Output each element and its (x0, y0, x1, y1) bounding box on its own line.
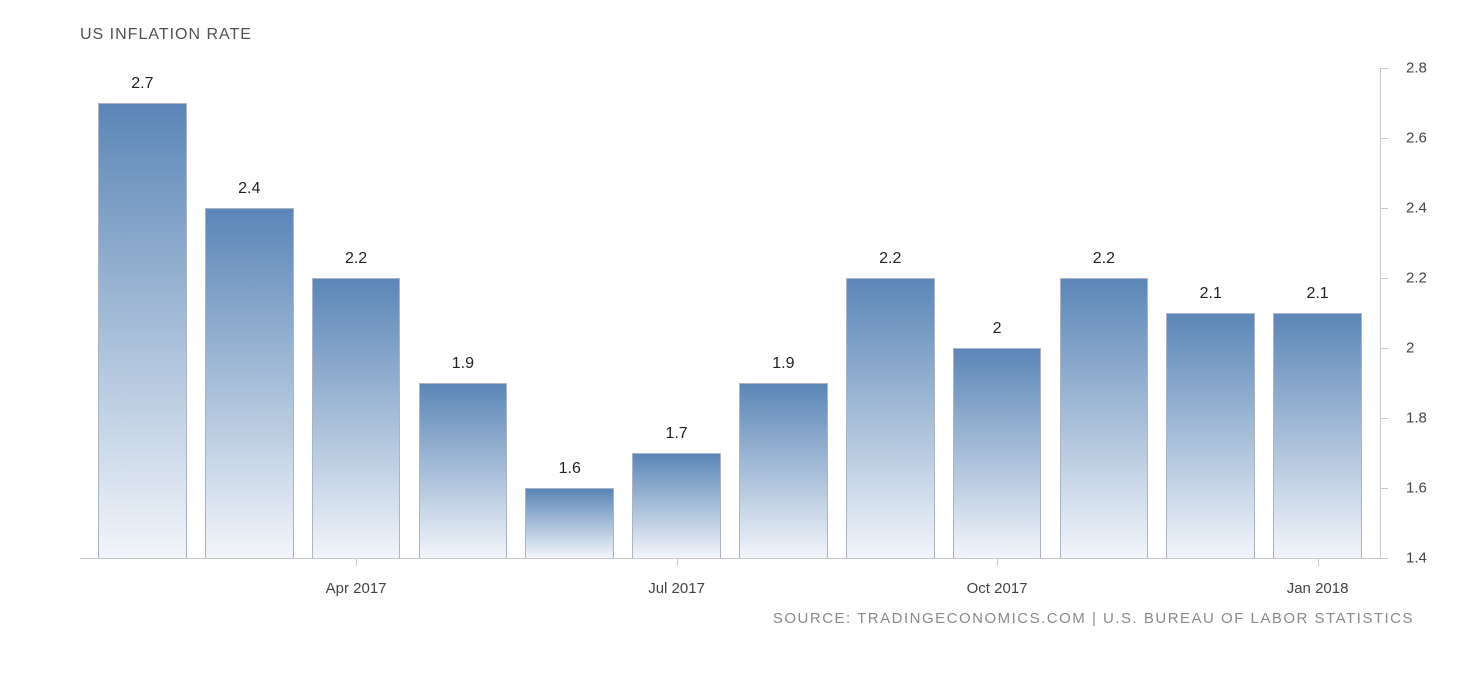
bar-value-label: 2.7 (131, 75, 153, 93)
bar-value-label: 1.7 (665, 425, 687, 443)
x-tick-mark (997, 558, 998, 566)
y-tick-mark (1380, 138, 1388, 139)
bar (1273, 313, 1362, 558)
bar-value-label: 2.1 (1200, 285, 1222, 303)
x-axis-line (80, 558, 1380, 559)
bar-value-label: 2.2 (879, 250, 901, 268)
bar (312, 278, 401, 558)
bar (953, 348, 1042, 558)
y-tick-label: 1.8 (1406, 410, 1427, 427)
y-tick-label: 2 (1406, 340, 1414, 357)
y-tick-mark (1380, 68, 1388, 69)
bar-value-label: 1.9 (772, 355, 794, 373)
bar-value-label: 2.2 (345, 250, 367, 268)
y-tick-label: 2.6 (1406, 130, 1427, 147)
x-tick-label: Jul 2017 (648, 580, 705, 597)
bar (739, 383, 828, 558)
y-tick-mark (1380, 418, 1388, 419)
bar-value-label: 1.6 (559, 460, 581, 478)
bar-value-label: 2.2 (1093, 250, 1115, 268)
y-tick-mark (1380, 558, 1388, 559)
bar (1060, 278, 1149, 558)
y-axis-line (1380, 68, 1381, 558)
bar (525, 488, 614, 558)
y-tick-label: 2.8 (1406, 60, 1427, 77)
bar-value-label: 2.4 (238, 180, 260, 198)
y-tick-mark (1380, 348, 1388, 349)
y-tick-label: 1.6 (1406, 480, 1427, 497)
x-tick-mark (356, 558, 357, 566)
y-tick-label: 2.2 (1406, 270, 1427, 287)
bar-value-label: 2 (993, 320, 1002, 338)
x-tick-label: Apr 2017 (326, 580, 387, 597)
chart-title: US INFLATION RATE (80, 26, 252, 44)
plot-area: 1.41.61.822.22.42.62.82.72.42.21.91.61.7… (80, 68, 1380, 558)
y-tick-label: 2.4 (1406, 200, 1427, 217)
y-tick-label: 1.4 (1406, 550, 1427, 567)
bar (1166, 313, 1255, 558)
x-tick-mark (677, 558, 678, 566)
bar (205, 208, 294, 558)
x-tick-label: Oct 2017 (967, 580, 1028, 597)
bar-value-label: 1.9 (452, 355, 474, 373)
y-tick-mark (1380, 488, 1388, 489)
bar (419, 383, 508, 558)
x-tick-label: Jan 2018 (1287, 580, 1349, 597)
bar (98, 103, 187, 558)
x-tick-mark (1318, 558, 1319, 566)
bar (632, 453, 721, 558)
y-tick-mark (1380, 278, 1388, 279)
y-tick-mark (1380, 208, 1388, 209)
source-attribution: SOURCE: TRADINGECONOMICS.COM | U.S. BURE… (773, 610, 1414, 627)
chart-container: US INFLATION RATE 1.4 1.6 1.8 2 2.2 2.4 2.6 2.8… (0, 0, 1460, 680)
bar (846, 278, 935, 558)
bar-value-label: 2.1 (1306, 285, 1328, 303)
